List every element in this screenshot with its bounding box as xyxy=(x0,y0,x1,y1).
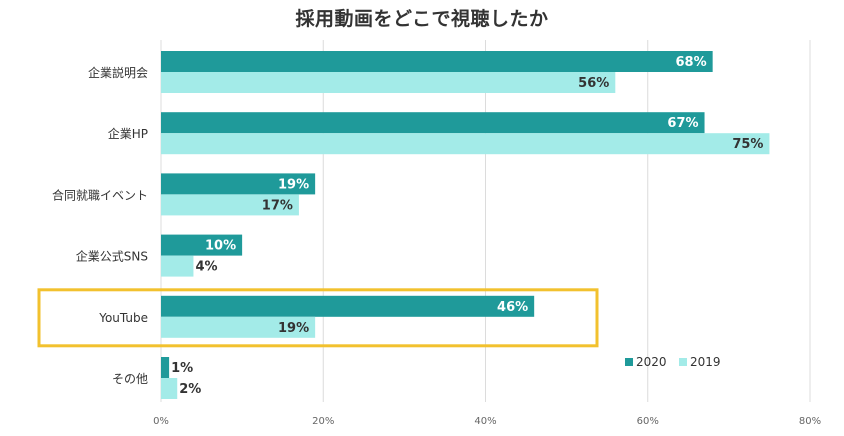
category-label: 合同就職イベント xyxy=(52,187,148,202)
x-tick-label: 60% xyxy=(637,416,659,427)
data-label: 19% xyxy=(278,321,309,336)
bar-2020 xyxy=(161,234,243,256)
category-label: 企業HP xyxy=(108,126,148,141)
bar-2020 xyxy=(161,357,170,378)
data-label: 2% xyxy=(179,382,201,397)
bar-2020 xyxy=(161,112,705,134)
bar-2019 xyxy=(161,133,770,155)
data-label: 67% xyxy=(667,116,698,131)
bar-2019 xyxy=(161,316,316,338)
bar-2019 xyxy=(161,194,299,216)
bar-2020 xyxy=(161,173,316,195)
data-label: 4% xyxy=(195,260,217,275)
bar-2019 xyxy=(161,72,616,93)
bar-2020 xyxy=(161,51,713,72)
legend-label-2019: 2019 xyxy=(690,355,721,369)
category-label: 企業公式SNS xyxy=(76,249,148,264)
bar-2020 xyxy=(161,295,535,317)
x-tick-label: 0% xyxy=(153,416,169,427)
chart-title: 採用動画をどこで視聴したか xyxy=(295,8,549,30)
data-label: 56% xyxy=(578,76,609,91)
data-label: 10% xyxy=(205,239,236,254)
legend-label-2020: 2020 xyxy=(636,355,667,369)
highlight-box xyxy=(37,288,599,348)
legend-swatch-2020 xyxy=(625,358,633,366)
category-label: YouTube xyxy=(98,311,148,325)
legend-swatch-2019 xyxy=(679,358,687,366)
x-tick-label: 20% xyxy=(312,416,334,427)
category-label: 企業説明会 xyxy=(88,65,148,80)
x-tick-label: 40% xyxy=(474,416,496,427)
data-label: 46% xyxy=(497,300,528,315)
bar-2019 xyxy=(161,378,178,399)
data-label: 17% xyxy=(262,198,293,213)
data-label: 1% xyxy=(171,361,193,376)
x-tick-label: 80% xyxy=(799,416,821,427)
data-label: 19% xyxy=(278,177,309,192)
data-label: 68% xyxy=(676,55,707,70)
category-label: その他 xyxy=(112,372,148,386)
bar-2019 xyxy=(161,255,194,277)
data-label: 75% xyxy=(732,137,763,152)
